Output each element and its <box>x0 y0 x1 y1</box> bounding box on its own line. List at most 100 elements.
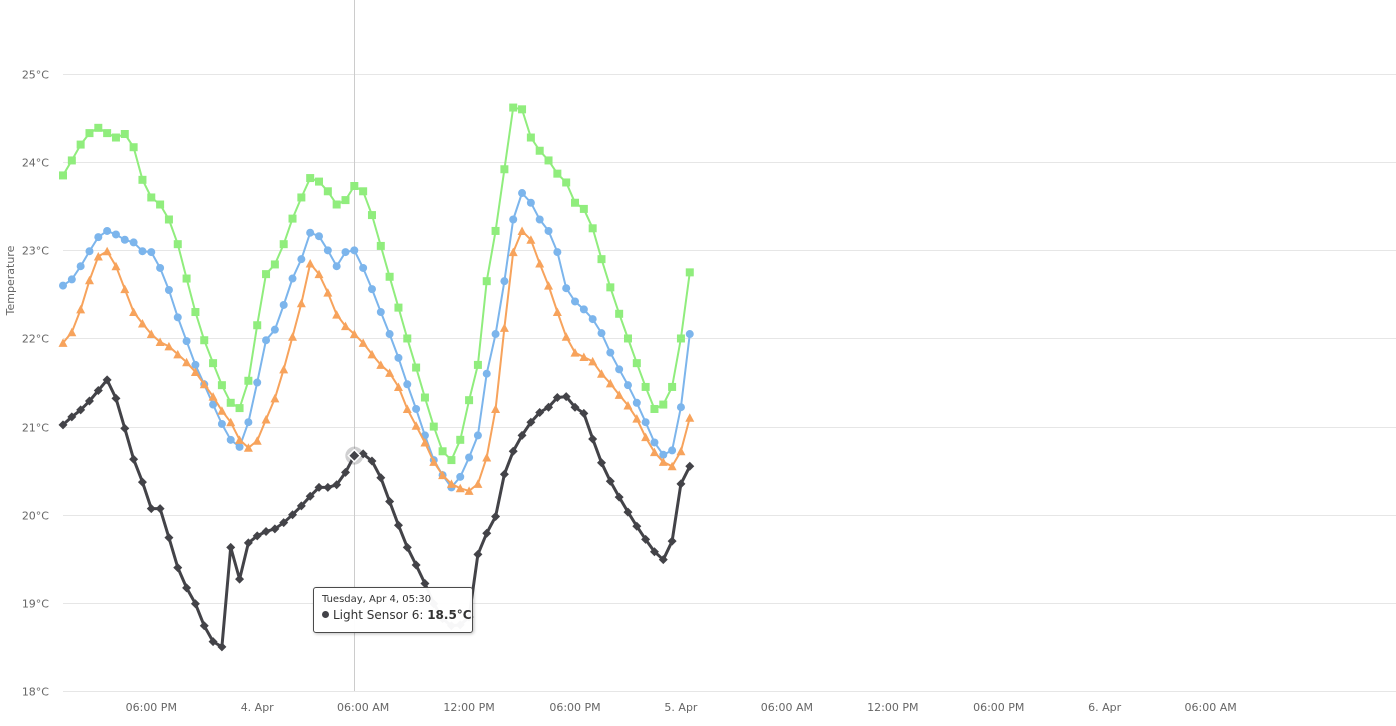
data-point[interactable] <box>605 476 615 486</box>
data-point[interactable] <box>305 491 315 501</box>
data-point[interactable] <box>482 452 492 462</box>
data-point[interactable] <box>156 263 165 272</box>
data-point[interactable] <box>579 305 588 314</box>
data-point[interactable] <box>447 456 456 465</box>
data-point[interactable] <box>182 274 191 283</box>
data-point[interactable] <box>403 334 412 343</box>
data-point[interactable] <box>376 473 386 483</box>
data-point[interactable] <box>385 330 394 339</box>
data-point[interactable] <box>526 133 535 142</box>
data-point[interactable] <box>367 211 376 220</box>
data-point[interactable] <box>491 511 501 521</box>
data-point[interactable] <box>252 436 262 445</box>
data-point[interactable] <box>464 486 474 495</box>
data-point[interactable] <box>217 642 227 652</box>
data-point[interactable] <box>420 393 429 402</box>
data-point[interactable] <box>84 275 94 285</box>
data-point[interactable] <box>146 504 156 514</box>
data-point[interactable] <box>93 252 103 261</box>
data-point[interactable] <box>614 492 624 502</box>
data-point[interactable] <box>129 143 138 152</box>
data-point[interactable] <box>438 447 447 456</box>
data-point[interactable] <box>156 200 165 209</box>
data-point[interactable] <box>341 196 350 205</box>
data-point[interactable] <box>596 458 606 468</box>
data-point[interactable] <box>508 446 518 456</box>
data-point[interactable] <box>606 348 615 357</box>
data-point[interactable] <box>632 521 642 531</box>
data-point[interactable] <box>668 446 677 455</box>
data-point[interactable] <box>499 323 509 332</box>
data-point[interactable] <box>500 165 509 174</box>
data-point[interactable] <box>67 327 77 337</box>
data-point[interactable] <box>358 449 368 459</box>
data-point[interactable] <box>270 260 279 269</box>
data-point[interactable] <box>632 398 641 407</box>
data-point[interactable] <box>588 224 597 233</box>
data-point[interactable] <box>288 274 297 283</box>
data-point[interactable] <box>641 534 651 544</box>
data-point[interactable] <box>358 338 368 347</box>
data-point[interactable] <box>641 432 651 442</box>
data-point[interactable] <box>668 382 677 391</box>
data-point[interactable] <box>553 169 562 178</box>
data-point[interactable] <box>173 313 182 322</box>
data-point[interactable] <box>270 325 279 334</box>
data-point[interactable] <box>252 531 262 541</box>
data-point[interactable] <box>332 262 341 271</box>
data-point[interactable] <box>623 400 633 410</box>
data-point[interactable] <box>685 330 694 339</box>
data-point[interactable] <box>659 400 668 409</box>
data-point[interactable] <box>393 520 403 530</box>
data-point[interactable] <box>137 318 147 328</box>
data-point[interactable] <box>226 417 236 427</box>
data-point[interactable] <box>508 247 518 257</box>
data-point[interactable] <box>473 479 483 488</box>
data-point[interactable] <box>367 285 376 294</box>
data-point[interactable] <box>85 129 94 138</box>
data-point[interactable] <box>94 233 103 242</box>
data-point[interactable] <box>517 226 527 235</box>
data-point[interactable] <box>288 510 298 520</box>
data-point[interactable] <box>208 392 218 401</box>
data-point[interactable] <box>323 187 332 196</box>
data-point[interactable] <box>120 129 129 138</box>
data-point[interactable] <box>340 467 350 477</box>
data-point[interactable] <box>544 156 553 165</box>
data-point[interactable] <box>649 547 659 557</box>
data-point[interactable] <box>164 215 173 224</box>
data-point[interactable] <box>332 310 342 319</box>
data-point[interactable] <box>147 248 156 257</box>
data-point[interactable] <box>164 285 173 294</box>
data-point[interactable] <box>535 259 545 268</box>
data-point[interactable] <box>588 356 598 366</box>
data-point[interactable] <box>182 337 191 346</box>
data-point[interactable] <box>147 193 156 202</box>
data-point[interactable] <box>552 307 562 317</box>
data-point[interactable] <box>465 453 474 462</box>
data-point[interactable] <box>323 482 333 492</box>
data-point[interactable] <box>623 507 633 517</box>
data-point[interactable] <box>288 332 298 341</box>
data-point[interactable] <box>279 300 288 309</box>
data-point[interactable] <box>641 382 650 391</box>
data-point[interactable] <box>685 461 695 471</box>
data-point[interactable] <box>465 396 474 405</box>
data-point[interactable] <box>658 457 668 466</box>
data-point[interactable] <box>173 349 183 359</box>
data-point[interactable] <box>111 261 121 271</box>
data-point[interactable] <box>509 215 518 224</box>
data-point[interactable] <box>535 215 544 224</box>
data-point[interactable] <box>623 381 632 390</box>
data-point[interactable] <box>562 284 571 293</box>
data-point[interactable] <box>376 360 386 369</box>
data-point[interactable] <box>138 175 147 184</box>
data-point[interactable] <box>350 181 359 190</box>
data-point[interactable] <box>544 402 554 412</box>
data-point[interactable] <box>588 434 598 444</box>
data-point[interactable] <box>129 454 139 464</box>
data-point[interactable] <box>235 442 244 451</box>
data-point[interactable] <box>129 238 138 247</box>
data-point[interactable] <box>350 246 359 255</box>
data-point[interactable] <box>332 480 342 490</box>
